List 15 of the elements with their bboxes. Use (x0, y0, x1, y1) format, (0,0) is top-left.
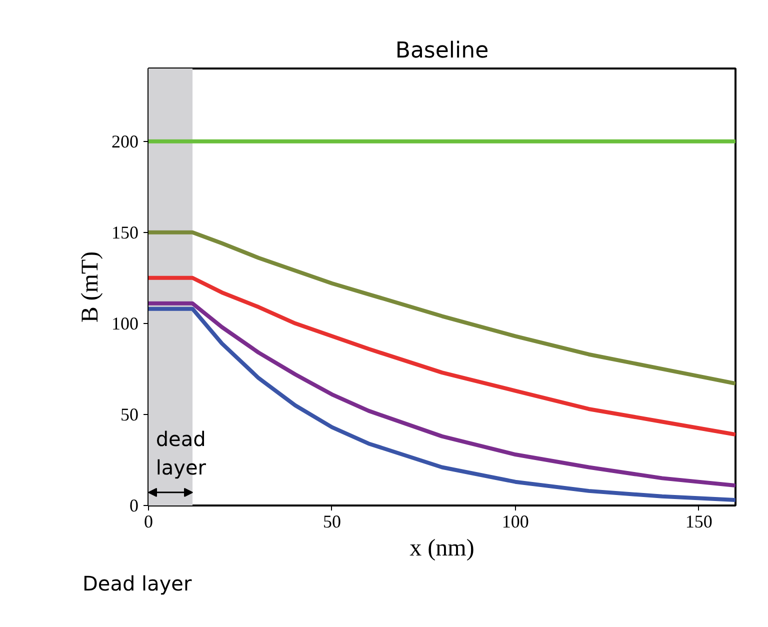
x-tick-label: 100 (502, 512, 529, 532)
x-tick-label: 150 (685, 512, 712, 532)
line-series (148, 230, 736, 386)
y-tick-label: 0 (130, 496, 138, 516)
x-tick-label: 50 (322, 512, 341, 532)
text: Dead layer (82, 572, 192, 596)
band-label: dead layer (156, 426, 207, 480)
chart-title: Baseline (395, 38, 489, 64)
y-tick-label: 50 (120, 404, 138, 424)
y-tick-label: 200 (112, 131, 138, 152)
x-tick-label: 0 (144, 512, 153, 532)
y-tick-label: 100 (112, 313, 138, 334)
y-tick-label: 150 (112, 222, 138, 242)
x-axis-title: x (nm) (410, 536, 474, 562)
y-axis-title: B (mT) (78, 251, 104, 323)
